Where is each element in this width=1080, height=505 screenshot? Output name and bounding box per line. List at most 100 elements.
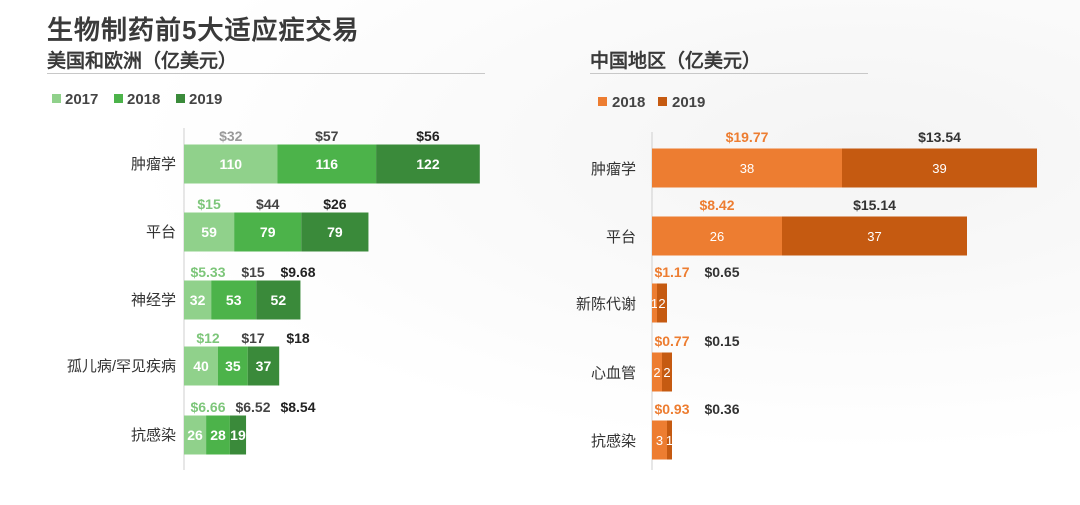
title-rule-right [590,73,868,74]
category-label: 抗感染 [131,427,176,444]
bar-2018 [234,212,302,252]
bar-cn-2018 [652,216,782,256]
deal-value-2017: $6.66 [190,399,225,415]
deal-value-cn-2019: $13.54 [918,129,961,145]
deal-value-2017: $5.33 [190,264,225,280]
bar-cn-2018 [652,283,657,323]
deal-value-2017: $12 [196,330,220,346]
bar-label-cn-2018: 3 [656,433,663,448]
bar-label-cn-2019: 37 [867,229,881,244]
deal-value-2017: $15 [197,196,221,212]
deal-value-cn-2018: $19.77 [726,129,769,145]
legend-swatch-cn-2019 [658,97,667,106]
legend-label-2019: 2019 [189,91,222,108]
bar-label-2018: 116 [316,156,339,172]
category-label: 肿瘤学 [131,156,176,173]
bar-label-2017: 59 [201,224,217,240]
deal-value-2017: $32 [219,128,243,144]
category-label: 平台 [606,229,636,246]
bar-label-2019: 37 [256,358,272,374]
bar-label-2017: 110 [219,156,242,172]
bar-cn-2018 [652,148,842,188]
legend-label-cn-2019: 2019 [672,94,705,111]
bar-2017 [184,346,218,386]
deal-value-cn-2019: $0.36 [704,401,739,417]
bar-label-cn-2019: 2 [663,365,670,380]
deal-value-cn-2019: $0.65 [704,264,739,280]
deal-value-cn-2018: $8.42 [699,197,734,213]
bar-2018 [277,144,377,184]
bar-label-2017: 26 [187,427,203,443]
bar-2017 [184,212,235,252]
bar-label-2019: 122 [416,156,440,172]
category-label: 神经学 [131,292,176,309]
legend-label-2018: 2018 [127,91,160,108]
bar-label-cn-2019: 2 [658,296,665,311]
deal-value-cn-2018: $0.93 [654,401,689,417]
bar-cn-2019 [842,148,1037,188]
deal-value-2018: $57 [315,128,339,144]
chart-title-china: 中国地区（亿美元） [590,51,762,72]
bar-label-2019: 19 [230,427,246,443]
legend-swatch-2017 [52,94,61,103]
bar-label-2019: 52 [271,292,287,308]
bar-label-2018: 79 [260,224,276,240]
bar-label-cn-2018: 2 [653,365,660,380]
legend-swatch-2018 [114,94,123,103]
bar-2019 [247,346,280,386]
bar-2019 [301,212,369,252]
deal-value-2019: $8.54 [280,399,315,415]
bar-cn-2019 [782,216,967,256]
deal-value-2019: $18 [286,330,310,346]
bar-label-cn-2018: 26 [710,229,724,244]
page-title: 生物制药前5大适应症交易 [47,15,360,45]
deal-value-cn-2018: $0.77 [654,333,689,349]
bar-2018 [206,415,230,455]
deal-value-2019: $56 [416,128,440,144]
bar-label-cn-2019: 39 [932,161,946,176]
category-label: 新陈代谢 [576,295,636,313]
bar-2017 [184,280,212,320]
bar-2019 [229,415,247,455]
deal-value-2018: $17 [241,330,265,346]
bar-label-2018: 53 [226,292,242,308]
bar-cn-2019 [667,420,672,460]
deal-value-2018: $44 [256,196,280,212]
bar-label-cn-2019: 1 [666,433,673,448]
bar-label-2019: 79 [327,224,343,240]
bar-label-2018: 35 [225,358,241,374]
deal-value-2019: $26 [323,196,347,212]
deal-value-cn-2019: $15.14 [853,197,896,213]
chart-title-us-eu: 美国和欧洲（亿美元） [47,51,238,72]
legend-label-2017: 2017 [65,91,98,108]
bar-cn-2018 [652,352,662,392]
deal-value-cn-2018: $1.17 [654,264,689,280]
bar-label-cn-2018: 38 [740,161,754,176]
legend-swatch-cn-2018 [598,97,607,106]
deal-value-cn-2019: $0.15 [704,333,739,349]
category-label: 肿瘤学 [591,161,636,178]
legend-swatch-2019 [176,94,185,103]
deal-value-2018: $15 [241,264,265,280]
bar-2018 [211,280,257,320]
bar-label-2017: 40 [193,358,209,374]
bar-label-cn-2018: 1 [651,296,658,311]
bar-2019 [376,144,480,184]
deal-value-2018: $6.52 [235,399,270,415]
bar-cn-2019 [662,352,672,392]
deal-value-2019: $9.68 [280,264,315,280]
bar-label-2018: 28 [210,427,226,443]
category-label: 平台 [146,224,176,241]
category-label: 抗感染 [591,433,636,450]
title-rule-left [47,73,485,74]
category-label: 心血管 [591,365,636,382]
bar-2017 [184,415,207,455]
bar-2019 [256,280,301,320]
bar-2018 [218,346,248,386]
bar-label-2017: 32 [190,292,206,308]
bar-2017 [184,144,278,184]
legend-label-cn-2018: 2018 [612,94,645,111]
bar-cn-2019 [657,283,667,323]
bar-cn-2018 [652,420,667,460]
